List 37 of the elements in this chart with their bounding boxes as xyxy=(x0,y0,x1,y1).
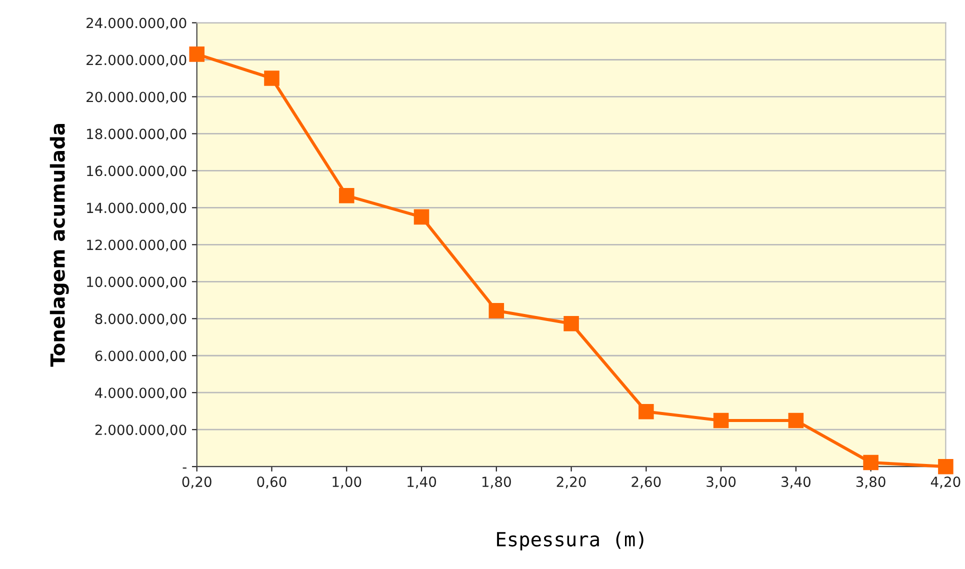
point xyxy=(713,412,729,428)
point xyxy=(863,454,878,470)
x-tick-label: 1,40 xyxy=(408,476,436,488)
y-tick-label: 4.000.000,00 xyxy=(95,388,186,400)
point xyxy=(189,46,204,62)
y-tick-label: - xyxy=(182,467,186,469)
y-tick-label: 24.000.000,00 xyxy=(86,18,186,30)
x-tick-label: 3,00 xyxy=(706,476,736,488)
x-tick-label: 0,60 xyxy=(257,476,286,488)
y-tick-label: 10.000.000,00 xyxy=(87,276,186,289)
x-axis-title: Espessura (m) xyxy=(497,532,644,550)
point xyxy=(564,316,579,332)
point xyxy=(338,188,354,204)
x-tick-label: 1,00 xyxy=(332,476,362,488)
y-tick-label: 18.000.000,00 xyxy=(87,128,186,141)
x-tick-label: 1,80 xyxy=(482,476,511,488)
point xyxy=(414,209,430,225)
point xyxy=(938,458,954,474)
x-tick-label: 2,60 xyxy=(632,476,661,488)
y-tick-label: 12.000.000,00 xyxy=(87,240,186,252)
y-tick-label: 16.000.000,00 xyxy=(87,166,186,178)
y-tick-label: 20.000.000,00 xyxy=(86,92,186,104)
x-tick-label: 2,20 xyxy=(556,476,586,488)
y-tick-label: 22.000.000,00 xyxy=(86,54,186,67)
x-tick-label: 0,20 xyxy=(182,476,212,488)
x-tick-label: 3,40 xyxy=(782,476,810,488)
y-tick-label: 8.000.000,00 xyxy=(95,314,186,326)
y-tick-label: 6.000.000,00 xyxy=(95,350,186,363)
y-tick-label: 2.000.000,00 xyxy=(95,424,186,436)
point xyxy=(488,303,504,318)
point xyxy=(788,412,804,428)
point xyxy=(638,404,654,420)
x-tick-label: 4,20 xyxy=(930,476,960,488)
point xyxy=(264,70,280,86)
y-axis-title: Tonelagem acumulada xyxy=(50,124,69,367)
y-tick-label: 14.000.000,00 xyxy=(87,202,186,215)
x-tick-label: 3,80 xyxy=(856,476,886,488)
